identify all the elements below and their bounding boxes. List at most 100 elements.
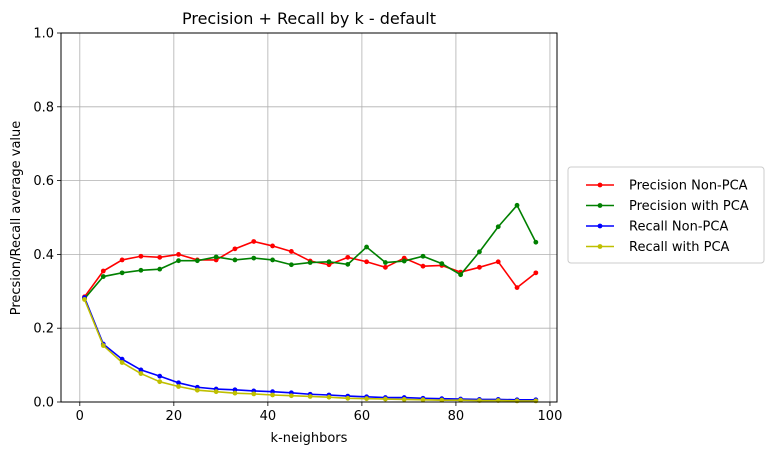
series-lines <box>82 202 539 404</box>
data-point <box>100 274 106 279</box>
data-point <box>514 398 520 404</box>
data-point <box>232 387 238 393</box>
y-tick-label: 1.0 <box>33 27 54 42</box>
data-point <box>270 389 275 395</box>
data-point <box>533 398 539 404</box>
data-point <box>458 397 464 403</box>
series-line <box>83 203 537 300</box>
data-point <box>176 384 181 389</box>
data-point <box>307 260 313 265</box>
series-recall-with-pca <box>82 297 539 404</box>
data-point <box>326 259 332 265</box>
legend-label: Recall with PCA <box>629 240 730 255</box>
data-point <box>176 252 181 257</box>
x-axis-label: k-neighbors <box>271 431 348 446</box>
data-point <box>251 255 257 261</box>
data-point <box>251 391 257 397</box>
data-point <box>138 371 144 376</box>
data-point <box>382 264 388 270</box>
chart-title: Precision + Recall by k - default <box>182 9 436 28</box>
x-tick-label: 80 <box>448 409 465 424</box>
data-point <box>345 254 351 260</box>
data-point <box>100 343 106 348</box>
data-point <box>157 254 163 260</box>
data-point <box>119 360 125 365</box>
grid <box>61 32 557 403</box>
data-point <box>458 272 464 278</box>
legend: Precision Non-PCA Precision with PCA Recal… <box>567 166 765 264</box>
data-point <box>157 266 163 272</box>
y-tick-label: 0.4 <box>33 248 54 263</box>
data-point <box>213 254 219 260</box>
data-point <box>232 246 238 252</box>
axis-ticks: 0 20 40 60 80 100 0.0 0.2 0.4 0.6 0.8 1.0 <box>33 27 562 425</box>
data-point <box>138 253 144 259</box>
data-point <box>495 224 501 230</box>
data-point <box>251 239 257 244</box>
data-point <box>119 270 125 276</box>
legend-marker <box>597 223 603 229</box>
data-point <box>119 257 125 263</box>
y-tick-label: 0.8 <box>33 100 54 115</box>
y-tick-label: 0.2 <box>33 322 54 337</box>
series-line <box>83 299 536 402</box>
data-point <box>288 393 294 399</box>
x-tick-label: 100 <box>538 409 563 424</box>
data-point <box>270 392 275 398</box>
data-point <box>345 395 351 401</box>
data-point <box>533 270 539 276</box>
data-point <box>326 394 332 400</box>
data-point <box>270 243 275 249</box>
data-point <box>514 202 520 208</box>
data-point <box>533 239 539 245</box>
data-point <box>495 259 501 265</box>
data-point <box>288 262 294 268</box>
data-point <box>364 244 369 250</box>
data-point <box>401 397 407 402</box>
data-point <box>382 396 388 402</box>
data-point <box>307 394 313 399</box>
legend-label: Precision with PCA <box>629 199 749 214</box>
data-point <box>401 258 407 264</box>
plot-frame <box>60 32 558 403</box>
data-point <box>270 257 275 263</box>
data-point <box>194 387 200 393</box>
data-point <box>138 367 144 373</box>
data-point <box>288 249 294 254</box>
legend-box <box>567 166 765 264</box>
data-point <box>382 260 388 265</box>
data-point <box>420 253 426 259</box>
x-tick-label: 40 <box>260 409 277 424</box>
data-point <box>364 259 369 265</box>
data-point <box>213 389 219 395</box>
legend-label: Recall Non-PCA <box>629 220 728 235</box>
data-point <box>477 249 482 255</box>
series-precision-with-pca <box>82 202 539 302</box>
data-point <box>232 257 238 263</box>
x-tick-label: 60 <box>354 409 371 424</box>
series-line <box>83 297 536 401</box>
data-point <box>364 396 369 402</box>
data-point <box>157 379 163 385</box>
legend-marker <box>597 182 603 188</box>
data-point <box>82 297 87 302</box>
data-point <box>345 261 351 267</box>
y-tick-label: 0.6 <box>33 174 54 189</box>
data-point <box>176 380 181 386</box>
data-point <box>420 263 426 269</box>
data-point <box>176 258 181 264</box>
data-point <box>439 397 445 403</box>
data-point <box>138 267 144 273</box>
data-point <box>477 264 482 270</box>
data-point <box>100 268 106 274</box>
legend-label: Precision Non-PCA <box>629 179 748 194</box>
data-point <box>420 397 426 403</box>
legend-marker <box>597 244 603 249</box>
data-point <box>232 390 238 396</box>
data-point <box>157 373 163 379</box>
x-tick-label: 20 <box>166 409 183 424</box>
legend-marker <box>597 203 603 208</box>
data-point <box>194 258 200 264</box>
x-tick-label: 0 <box>76 409 84 424</box>
